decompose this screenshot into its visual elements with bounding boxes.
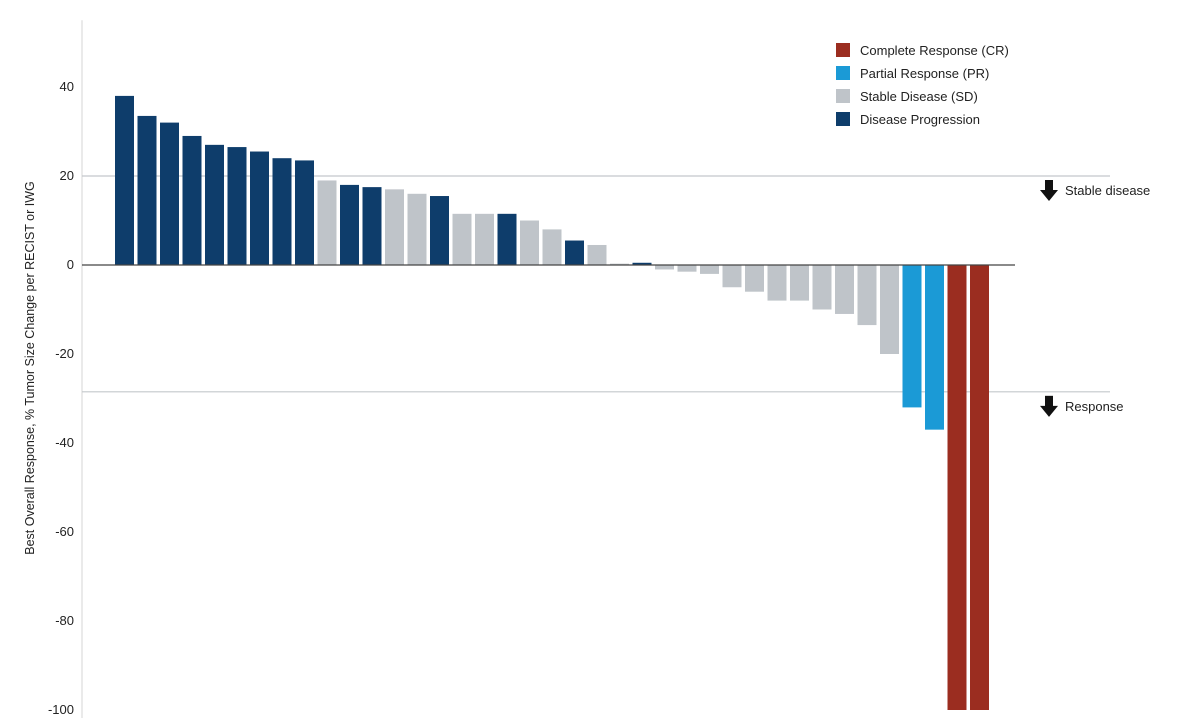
bar-sd	[317, 180, 337, 265]
y-tick-label: -40	[55, 435, 74, 450]
bar-sd	[790, 265, 809, 301]
bar-sd	[587, 244, 607, 265]
bar-sd	[475, 213, 494, 265]
y-tick-labels: 40 20 0 -20 -40 -60 -80 -100	[48, 79, 74, 717]
bar-cr	[970, 265, 989, 710]
bar-pd	[340, 184, 359, 265]
legend-label: Disease Progression	[860, 112, 980, 127]
y-tick-label: -60	[55, 524, 74, 539]
bar-sd	[407, 193, 427, 265]
legend-swatch	[836, 66, 850, 80]
bar-pd	[295, 160, 314, 265]
bar-pd	[272, 158, 292, 265]
bar-sd	[812, 265, 832, 310]
legend-label: Stable Disease (SD)	[860, 89, 978, 104]
y-axis-label: Best Overall Response, % Tumor Size Chan…	[23, 181, 37, 555]
bar-pd	[182, 135, 202, 265]
legend: Complete Response (CR) Partial Response (…	[836, 43, 1009, 127]
bar-sd	[655, 265, 674, 270]
bar-sd	[722, 265, 742, 288]
reference-line-label: Response	[1065, 399, 1124, 414]
bar-sd	[745, 265, 764, 292]
bar-sd	[520, 220, 539, 265]
bar-sd	[452, 213, 472, 265]
y-tick-label: -80	[55, 613, 74, 628]
bar-sd	[700, 265, 719, 274]
bar-pd	[362, 187, 382, 265]
bar-pd	[497, 213, 517, 265]
bar-pd	[115, 95, 134, 266]
legend-swatch	[836, 89, 850, 103]
bar-pr	[902, 265, 922, 408]
y-tick-label: 0	[67, 257, 74, 272]
bar-pd	[565, 240, 584, 265]
y-tick-label: 20	[60, 168, 74, 183]
bar-pd	[250, 151, 269, 265]
bar-pr	[925, 265, 944, 430]
y-tick-label: -20	[55, 346, 74, 361]
bar-sd	[385, 189, 404, 265]
legend-swatch	[836, 43, 850, 57]
reference-line-label: Stable disease	[1065, 183, 1150, 198]
bar-sd	[542, 229, 562, 265]
down-arrow-icon	[1040, 180, 1058, 201]
legend-label: Complete Response (CR)	[860, 43, 1009, 58]
bar-sd	[835, 265, 854, 314]
legend-label: Partial Response (PR)	[860, 66, 989, 81]
bar-sd	[677, 265, 697, 272]
bar-sd	[880, 265, 899, 354]
y-tick-label: -100	[48, 702, 74, 717]
bar-sd	[857, 265, 877, 326]
bar-pd	[430, 196, 449, 265]
legend-swatch	[836, 112, 850, 126]
bar-cr	[947, 265, 967, 710]
bars	[115, 95, 989, 710]
bar-pd	[205, 144, 224, 265]
bar-sd	[610, 263, 629, 265]
bar-pd	[632, 262, 652, 265]
bar-pd	[227, 147, 247, 265]
bar-pd	[137, 115, 157, 265]
bar-pd	[160, 122, 179, 265]
bar-sd	[767, 265, 787, 301]
down-arrow-icon	[1040, 395, 1058, 417]
y-tick-label: 40	[60, 79, 74, 94]
